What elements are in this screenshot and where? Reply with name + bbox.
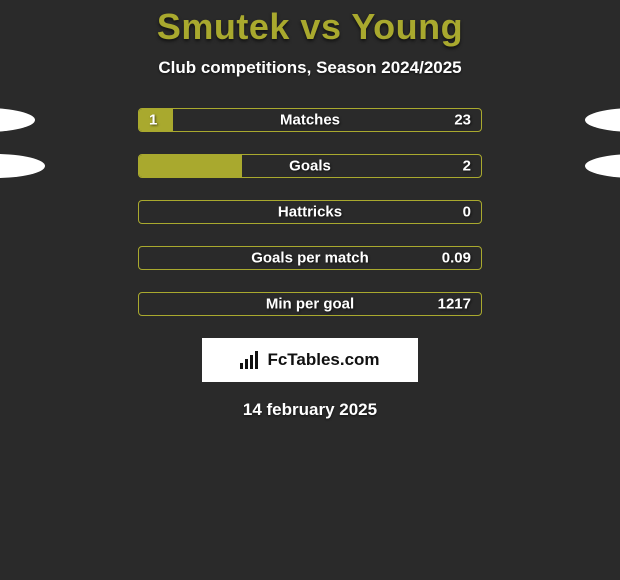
fctables-logo[interactable]: FcTables.com (202, 338, 418, 382)
stat-row: Min per goal 1217 (65, 292, 555, 316)
stat-bar: Hattricks 0 (138, 200, 482, 224)
stat-bar: Goals 2 (138, 154, 482, 178)
stat-bar: Min per goal 1217 (138, 292, 482, 316)
stat-label: Goals per match (251, 250, 369, 267)
logo-text: FcTables.com (267, 350, 379, 370)
subtitle: Club competitions, Season 2024/2025 (0, 58, 620, 78)
stats-panel: 1 Matches 23 Goals 2 Hattricks 0 Goals per matc… (65, 108, 555, 316)
stat-value-left: 1 (149, 112, 157, 129)
stat-label: Min per goal (266, 296, 354, 313)
stat-value-right: 23 (454, 112, 471, 129)
stat-label: Matches (280, 112, 340, 129)
stat-value-right: 0 (463, 204, 471, 221)
left-ellipse (0, 108, 35, 132)
stat-row: Hattricks 0 (65, 200, 555, 224)
stat-label: Goals (289, 158, 331, 175)
right-ellipse (585, 108, 620, 132)
left-ellipse (0, 154, 45, 178)
stat-value-right: 1217 (438, 296, 471, 313)
stat-label: Hattricks (278, 204, 342, 221)
stat-row: 1 Matches 23 (65, 108, 555, 132)
stat-bar: Goals per match 0.09 (138, 246, 482, 270)
stat-row: Goals 2 (65, 154, 555, 178)
date-label: 14 february 2025 (0, 400, 620, 420)
stat-value-right: 0.09 (442, 250, 471, 267)
stat-row: Goals per match 0.09 (65, 246, 555, 270)
page-title: Smutek vs Young (0, 6, 620, 48)
right-ellipse (585, 154, 620, 178)
bar-fill-left (139, 155, 242, 177)
root: Smutek vs Young Club competitions, Seaso… (0, 0, 620, 420)
stat-value-right: 2 (463, 158, 471, 175)
stat-bar: 1 Matches 23 (138, 108, 482, 132)
bars-icon (240, 351, 262, 369)
